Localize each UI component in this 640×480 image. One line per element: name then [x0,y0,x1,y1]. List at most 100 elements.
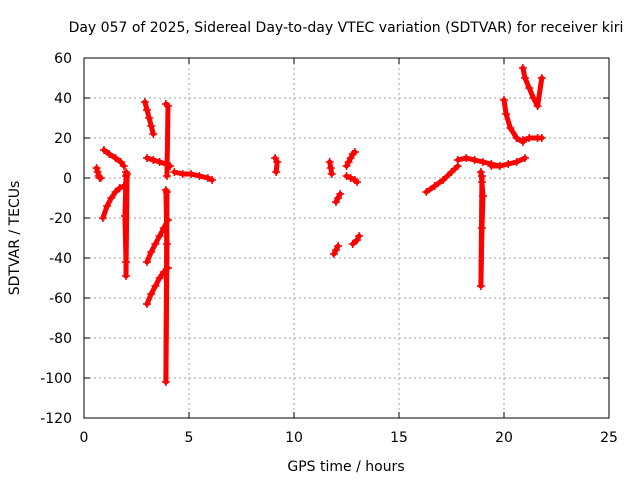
y-tick-label: -40 [49,251,72,267]
data-point [164,102,172,110]
data-point [506,124,515,132]
data-point [143,154,151,162]
data-series [332,190,345,206]
data-point [187,170,196,178]
data-point [140,98,149,106]
axis-ticks: 0 5 10 15 20 25 -120 -100 -80 -60 -40 -20 0 20 40 60 [40,51,618,446]
data-trace [449,163,461,175]
data-point [155,232,164,240]
data-point [120,212,129,220]
data-point [355,232,364,240]
data-point [122,272,130,280]
data-point [143,106,151,114]
data-point [518,136,527,144]
data-point [326,164,335,172]
y-tick-label: 20 [54,131,72,147]
y-tick-label: 40 [54,91,72,107]
data-point [495,162,504,170]
data-point [512,134,521,142]
x-tick-label: 5 [185,430,194,446]
data-point [439,176,448,184]
data-point [476,168,485,176]
y-tick-label: -20 [49,211,72,227]
x-tick-label: 10 [285,430,303,446]
data-point [334,242,343,250]
data-point [98,214,107,222]
data-point [119,162,128,170]
data-point [533,102,542,110]
data-point [350,148,359,156]
x-tick-label: 15 [390,430,408,446]
data-series [342,172,361,186]
data-point [346,174,355,182]
data-point [453,156,462,164]
data-trace [164,103,171,179]
data-point [162,172,171,180]
data-points [92,64,546,386]
data-point [178,170,187,178]
data-series [348,232,364,248]
y-tick-label: -100 [40,371,72,387]
data-point [422,188,431,196]
data-point [195,172,204,180]
data-series [170,168,217,184]
x-tick-label: 0 [80,430,89,446]
data-point [479,158,487,166]
data-series [329,242,343,258]
data-series [98,182,128,222]
data-point [512,158,521,166]
y-tick-label: -60 [49,291,72,307]
data-point [145,114,154,122]
data-point [122,258,130,266]
data-point [107,194,116,202]
data-point [447,168,456,176]
y-tick-label: -120 [40,411,72,427]
x-tick-label: 20 [495,430,513,446]
data-point [504,160,513,168]
data-series [518,134,546,144]
data-point [537,134,546,142]
data-point [430,182,439,190]
data-point [96,174,105,182]
x-axis-label: GPS time / hours [287,459,404,475]
data-point [93,168,102,176]
data-series [476,168,487,290]
data-point [477,224,486,232]
data-point [462,154,471,162]
x-tick-label: 25 [600,430,618,446]
data-point [525,134,534,142]
data-point [147,248,156,256]
data-point [477,172,486,180]
data-series [161,186,171,386]
data-point [161,378,170,386]
data-point [325,158,334,166]
y-tick-label: -80 [49,331,72,347]
data-point [143,258,151,266]
data-point [92,164,101,172]
data-point [170,168,179,176]
data-point [470,156,479,164]
data-point [151,282,160,290]
data-point [203,174,212,182]
y-axis-label: SDTVAR / TECUs [7,181,23,296]
data-point [272,168,281,176]
data-point [342,172,351,180]
y-tick-label: 0 [63,171,72,187]
data-point [105,150,114,158]
data-point [521,74,529,82]
data-series [518,64,546,110]
data-point [518,64,527,72]
data-series [140,98,158,138]
data-point [273,158,282,166]
data-series [271,154,282,176]
data-point [147,122,156,130]
data-point [151,240,160,248]
data-point [327,170,336,178]
data-point [479,192,487,200]
data-point [143,300,151,308]
data-series [120,168,132,280]
data-series [99,146,128,170]
data-point [111,154,120,162]
data-point [123,170,132,178]
